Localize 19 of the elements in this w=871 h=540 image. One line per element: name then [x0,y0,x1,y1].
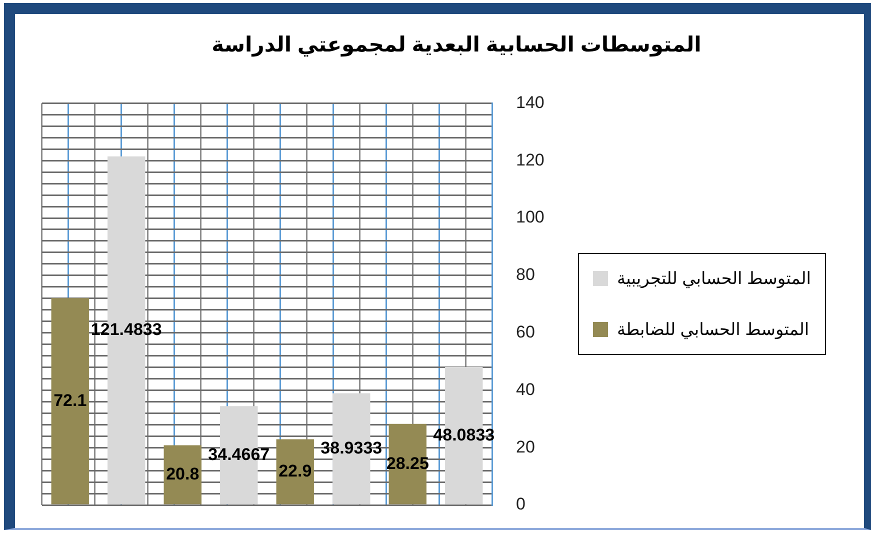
legend-label: المتوسط الحسابي للضابطة [617,318,810,340]
y-tick-label: 120 [516,150,544,170]
bar [51,298,89,504]
y-tick-label: 40 [516,380,535,399]
y-tick-label: 100 [516,208,544,227]
y-tick-label: 60 [516,322,535,342]
y-tick-label: 0 [516,494,526,514]
data-label: 34.4667 [208,444,270,464]
chart-title: المتوسطات الحسابية البعدية لمجموعتي الدراسة [212,33,702,58]
data-label: 38.9333 [320,438,382,458]
legend-label: المتوسط الحسابي للتجريبية [617,268,811,290]
y-tick-label: 20 [516,437,535,456]
data-label: 20.8 [166,464,200,484]
bar [276,439,314,504]
y-tick-label: 140 [516,92,544,112]
y-tick-label: 80 [516,265,535,284]
data-label: 22.9 [278,461,312,480]
data-label: 121.4833 [90,320,162,339]
data-label: 72.1 [54,390,87,410]
